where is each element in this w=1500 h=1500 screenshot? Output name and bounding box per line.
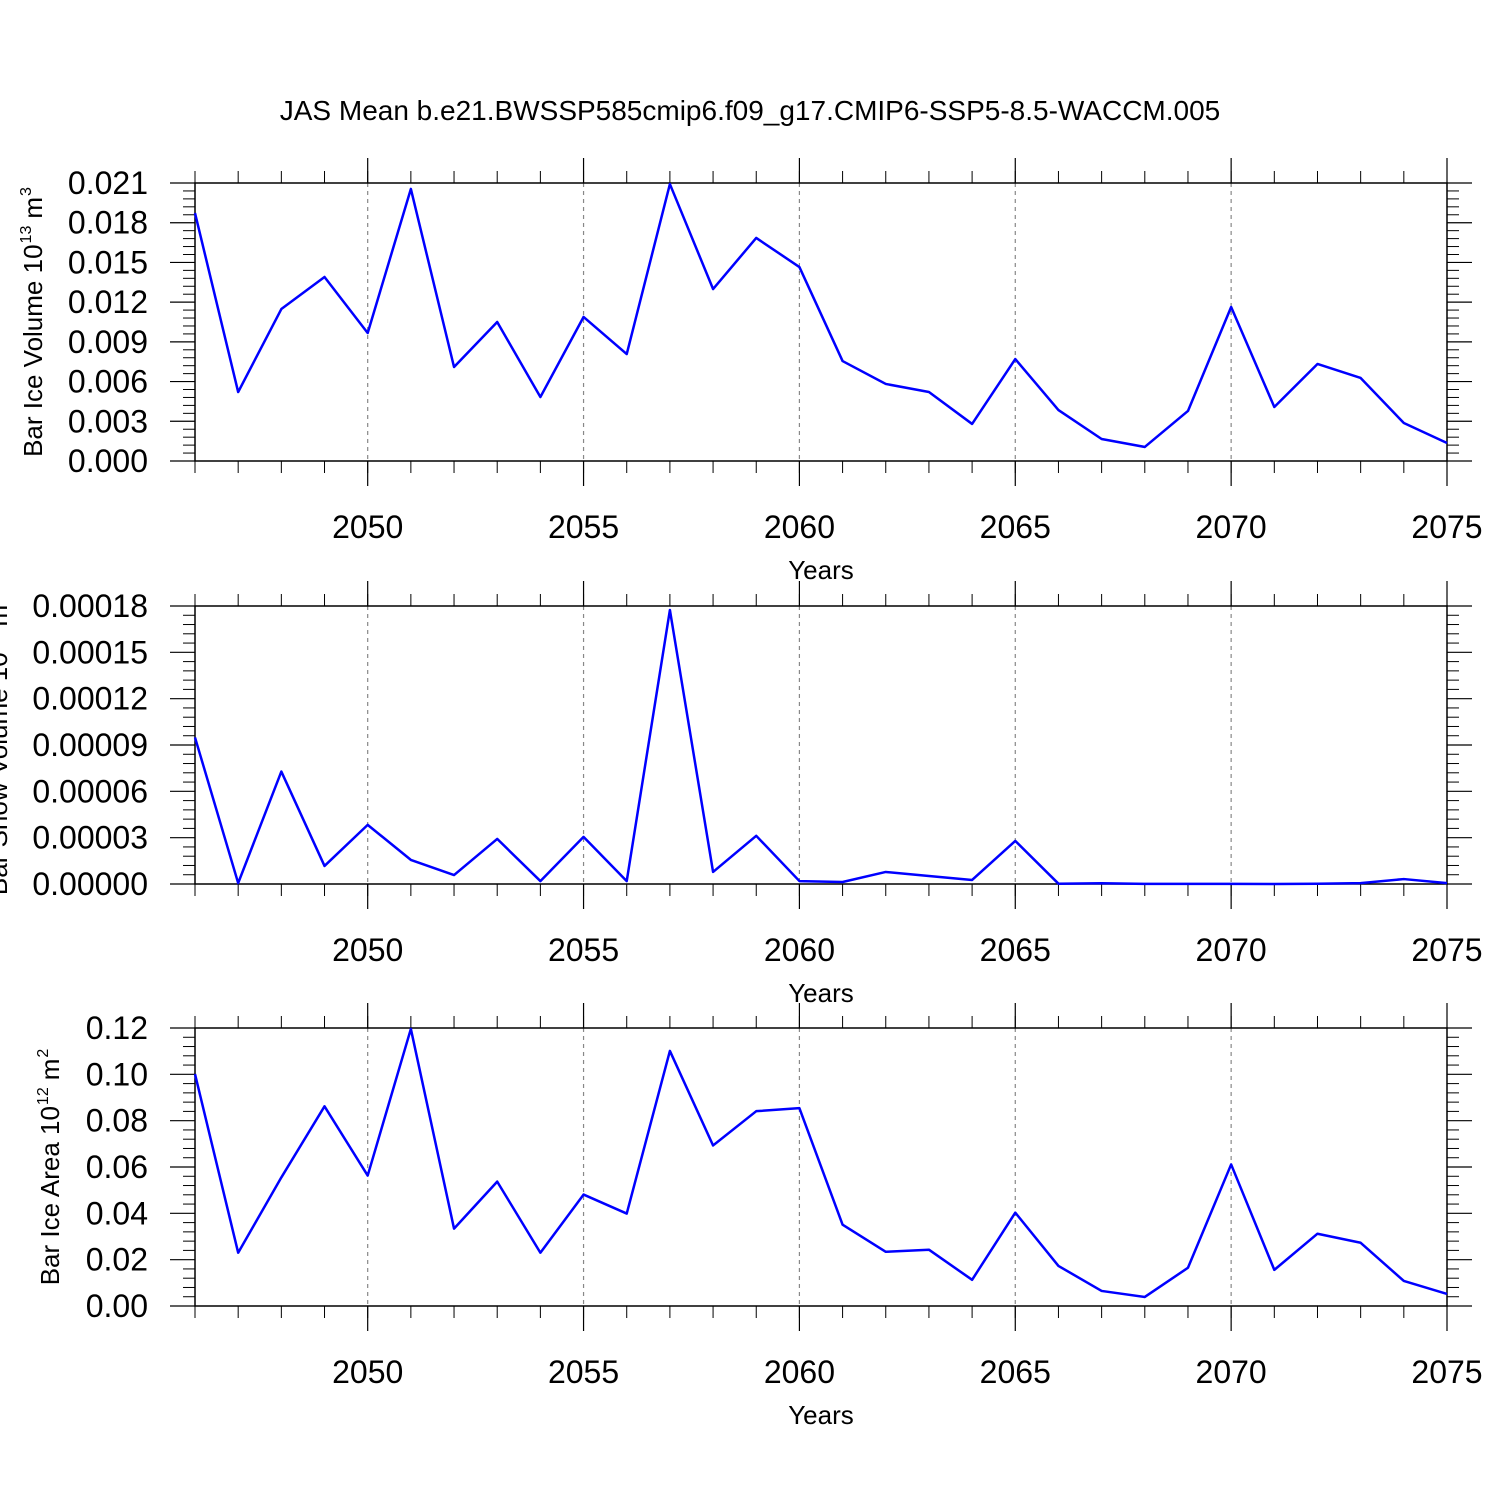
y-axis-label-part: m (35, 1059, 65, 1081)
x-tick-label: 2070 (1196, 932, 1267, 968)
x-tick-label: 2050 (332, 509, 403, 545)
data-line (193, 608, 1448, 886)
y-tick-label: 0.006 (68, 364, 148, 400)
y-axis-label-part: Bar Ice Area 10 (35, 1106, 65, 1285)
y-tick-label: 0.10 (86, 1056, 148, 1092)
x-axis-label: Years (788, 978, 854, 1008)
y-tick-label: 0.00 (86, 1288, 148, 1324)
x-tick-label: 2055 (548, 509, 619, 545)
y-axis-label: Bar Ice Volume 1013 m3 (18, 187, 48, 457)
y-tick-label: 0.00015 (32, 634, 148, 670)
y-tick-label: 0.000 (68, 443, 148, 479)
y-axis-label-part: Bar Snow Volume 10 (0, 652, 13, 895)
x-tick-label: 2075 (1411, 509, 1482, 545)
x-tick-label: 2055 (548, 1354, 619, 1390)
x-tick-label: 2065 (980, 1354, 1051, 1390)
y-axis-label: Bar Ice Area 1012 m2 (35, 1049, 65, 1286)
x-tick-label: 2075 (1411, 1354, 1482, 1390)
y-tick-label: 0.009 (68, 324, 148, 360)
y-tick-label: 0.00018 (32, 588, 148, 624)
y-tick-label: 0.00006 (32, 773, 148, 809)
y-tick-label: 0.00012 (32, 681, 148, 717)
y-axis-label-part: 3 (18, 187, 35, 196)
plot-frame (194, 182, 1448, 462)
x-tick-label: 2070 (1196, 509, 1267, 545)
y-tick-label: 0.00003 (32, 820, 148, 856)
x-tick-label: 2065 (980, 509, 1051, 545)
y-tick-label: 0.12 (86, 1010, 148, 1046)
y-tick-label: 0.021 (68, 165, 148, 201)
y-tick-label: 0.003 (68, 403, 148, 439)
y-tick-label: 0.06 (86, 1149, 148, 1185)
x-tick-label: 2050 (332, 932, 403, 968)
x-tick-label: 2050 (332, 1354, 403, 1390)
x-tick-label: 2075 (1411, 932, 1482, 968)
x-tick-label: 2060 (764, 932, 835, 968)
y-tick-label: 0.02 (86, 1242, 148, 1278)
y-axis-label-part: m (18, 197, 48, 219)
x-tick-label: 2065 (980, 932, 1051, 968)
plot-frame (194, 1027, 1448, 1307)
y-axis-label-part: 13 (18, 226, 35, 244)
x-tick-label: 2060 (764, 509, 835, 545)
y-tick-label: 0.00000 (32, 866, 148, 902)
plot-frame (194, 605, 1448, 885)
y-axis-label-part: Bar Ice Volume 10 (18, 244, 48, 456)
y-tick-label: 0.018 (68, 205, 148, 241)
data-line (193, 182, 1448, 449)
y-axis-label: Bar Snow Volume 1013m3 (0, 595, 13, 895)
y-tick-label: 0.08 (86, 1103, 148, 1139)
x-tick-label: 2055 (548, 932, 619, 968)
x-axis-label: Years (788, 555, 854, 585)
y-tick-label: 0.04 (86, 1195, 148, 1231)
chart-title: JAS Mean b.e21.BWSSP585cmip6.f09_g17.CMI… (280, 95, 1221, 126)
y-axis-label-part: 2 (35, 1049, 52, 1058)
x-tick-label: 2070 (1196, 1354, 1267, 1390)
y-axis-label-part: m (0, 605, 13, 627)
x-tick-label: 2060 (764, 1354, 835, 1390)
data-line (193, 1027, 1448, 1299)
y-tick-label: 0.012 (68, 284, 148, 320)
y-tick-label: 0.015 (68, 244, 148, 280)
y-tick-label: 0.00009 (32, 727, 148, 763)
x-axis-label: Years (788, 1400, 854, 1430)
y-axis-label-part: 12 (35, 1087, 52, 1105)
